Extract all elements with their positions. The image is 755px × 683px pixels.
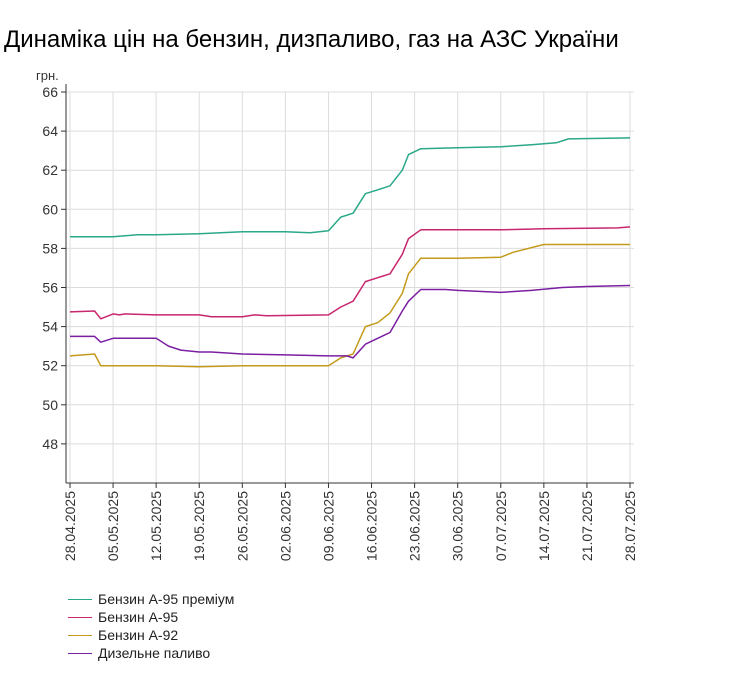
x-tick-label: 28.04.2025 xyxy=(62,491,78,561)
x-tick-label: 21.07.2025 xyxy=(579,491,595,561)
y-tick-label: 52 xyxy=(42,358,58,374)
y-tick-label: 64 xyxy=(42,123,58,139)
legend-item-4: Дизельне паливо xyxy=(68,644,234,662)
y-axis-label: грн. xyxy=(36,68,59,83)
x-tick-label: 16.06.2025 xyxy=(364,491,380,561)
y-tick-label: 50 xyxy=(42,397,58,413)
series-line-3 xyxy=(69,243,630,368)
x-tick-label: 26.05.2025 xyxy=(234,491,250,561)
legend-label: Бензин А-92 xyxy=(98,627,179,643)
y-tick-label: 56 xyxy=(42,280,58,296)
legend-swatch xyxy=(68,634,92,636)
legend-swatch xyxy=(68,652,92,654)
x-tick-label: 14.07.2025 xyxy=(536,491,552,561)
series-line-1 xyxy=(70,137,631,238)
x-tick-label: 23.06.2025 xyxy=(407,491,423,561)
x-tick-label: 28.07.2025 xyxy=(622,491,638,561)
y-tick-label: 66 xyxy=(42,84,58,100)
legend-item-1: Бензин А-95 преміум xyxy=(68,590,234,608)
y-tick-label: 58 xyxy=(42,240,58,256)
x-tick-label: 19.05.2025 xyxy=(191,491,207,561)
y-tick-label: 60 xyxy=(42,201,58,217)
legend-swatch xyxy=(68,616,92,618)
y-tick-label: 54 xyxy=(42,319,58,335)
chart-title: Динаміка цін на бензин, дизпаливо, газ н… xyxy=(4,26,619,53)
legend-swatch xyxy=(68,598,92,600)
y-tick-label: 48 xyxy=(42,436,58,452)
y-tick-label: 62 xyxy=(42,162,58,178)
legend-item-3: Бензин А-92 xyxy=(68,626,234,644)
legend-label: Дизельне паливо xyxy=(98,645,211,661)
x-tick-label: 09.06.2025 xyxy=(320,491,336,561)
x-tick-label: 02.06.2025 xyxy=(277,491,293,561)
x-tick-label: 30.06.2025 xyxy=(450,491,466,561)
series-line-4 xyxy=(70,284,631,359)
legend-item-2: Бензин А-95 xyxy=(68,608,234,626)
legend-label: Бензин А-95 преміум xyxy=(98,591,235,607)
x-tick-label: 12.05.2025 xyxy=(148,491,164,561)
chart-legend: Бензин А-95 преміум Бензин А-95 Бензин А-9… xyxy=(68,590,234,662)
series-line-2 xyxy=(69,226,631,320)
x-tick-label: 07.07.2025 xyxy=(493,491,509,561)
legend-label: Бензин А-95 xyxy=(98,609,179,625)
x-tick-label: 05.05.2025 xyxy=(105,491,121,561)
